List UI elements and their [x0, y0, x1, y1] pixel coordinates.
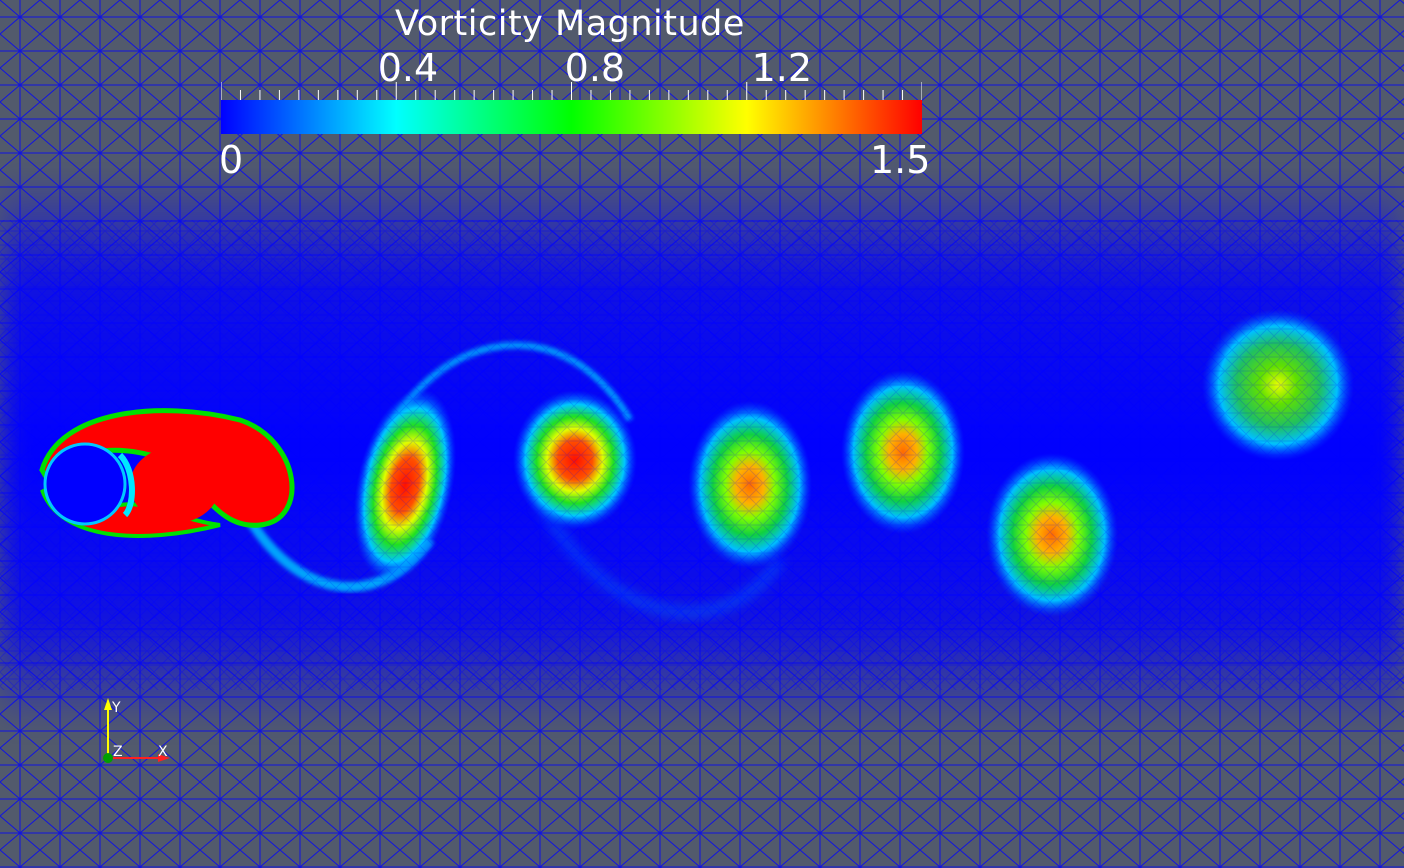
recirculation-core: [130, 447, 220, 523]
x-axis-label: X: [158, 744, 168, 760]
y-axis-arrow-icon: [104, 698, 112, 710]
orientation-axes: Y X Z: [103, 698, 170, 763]
cylinder-near-wake: [39, 408, 295, 538]
cylinder: [43, 442, 127, 526]
z-axis-dot-icon: [103, 753, 113, 763]
y-axis-label: Y: [111, 700, 121, 716]
x-axis-arrow-icon: [158, 754, 170, 762]
z-axis-label: Z: [113, 744, 123, 760]
